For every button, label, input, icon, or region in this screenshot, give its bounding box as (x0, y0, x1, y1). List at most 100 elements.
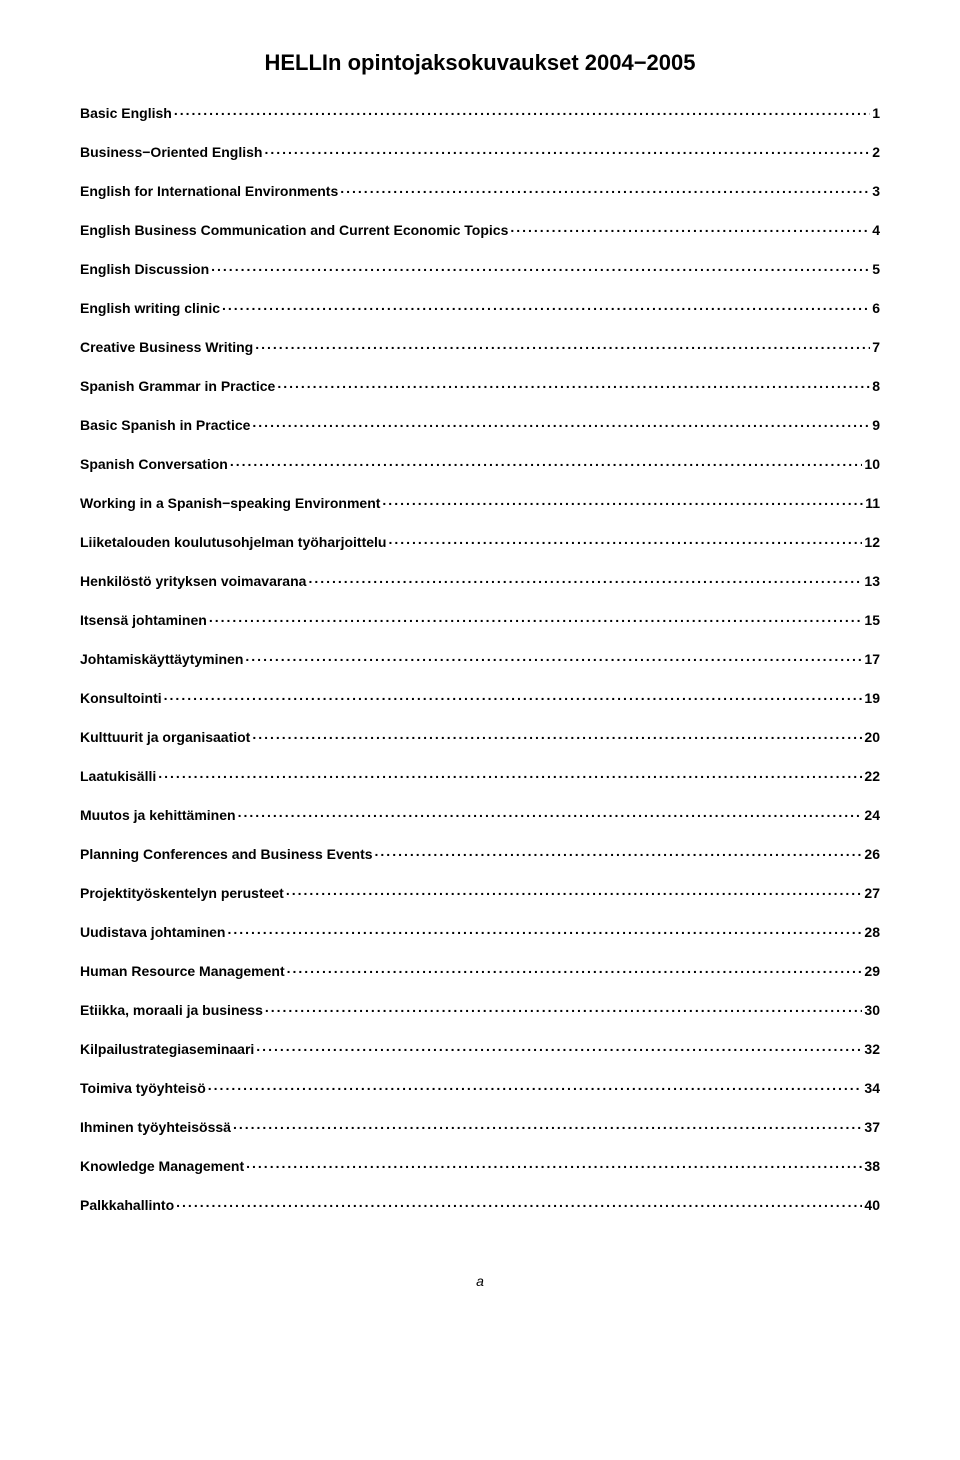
toc-entry-pagenum: 8 (872, 378, 880, 394)
toc-entry-label: Itsensä johtaminen (80, 612, 207, 628)
toc-entry-label: Liiketalouden koulutusohjelman työharjoi… (80, 534, 386, 550)
toc-entry-label: Konsultointi (80, 690, 162, 706)
toc-entry-pagenum: 15 (864, 612, 880, 628)
toc-entry[interactable]: Planning Conferences and Business Events… (80, 845, 880, 862)
toc-entry[interactable]: Henkilöstö yrityksen voimavarana 13 (80, 572, 880, 589)
toc-entry-label: Creative Business Writing (80, 339, 253, 355)
toc-entry-pagenum: 12 (864, 534, 880, 550)
toc-dots (388, 533, 862, 547)
toc-entry-label: Laatukisälli (80, 768, 156, 784)
toc-dots (222, 299, 870, 313)
toc-dots (211, 260, 870, 274)
toc-dots (238, 806, 863, 820)
toc-entry-label: English Business Communication and Curre… (80, 222, 508, 238)
toc-entry-label: Working in a Spanish−speaking Environmen… (80, 495, 380, 511)
toc-entry-pagenum: 11 (865, 495, 880, 511)
toc-entry-label: Knowledge Management (80, 1158, 244, 1174)
toc-dots (176, 1196, 862, 1210)
toc-entry-label: Planning Conferences and Business Events (80, 846, 373, 862)
toc-entry[interactable]: Creative Business Writing 7 (80, 338, 880, 355)
toc-entry[interactable]: Johtamiskäyttäytyminen 17 (80, 650, 880, 667)
toc-entry[interactable]: Spanish Conversation10 (80, 455, 880, 472)
toc-entry-label: Henkilöstö yrityksen voimavarana (80, 573, 306, 589)
toc-entry-pagenum: 30 (864, 1002, 880, 1018)
toc-dots (286, 884, 863, 898)
toc-entry-label: Human Resource Management (80, 963, 285, 979)
toc-entry[interactable]: Spanish Grammar in Practice 8 (80, 377, 880, 394)
toc-entry[interactable]: Basic English 1 (80, 104, 880, 121)
toc-entry-label: Johtamiskäyttäytyminen (80, 651, 243, 667)
toc-entry[interactable]: Itsensä johtaminen 15 (80, 611, 880, 628)
toc-entry-pagenum: 3 (872, 183, 880, 199)
toc-dots (264, 143, 870, 157)
toc-entry-label: English writing clinic (80, 300, 220, 316)
toc-entry-label: Palkkahallinto (80, 1197, 174, 1213)
toc-entry-label: Uudistava johtaminen (80, 924, 225, 940)
toc-entry-pagenum: 1 (872, 105, 880, 121)
toc-entry[interactable]: Business−Oriented English 2 (80, 143, 880, 160)
toc-entry-pagenum: 20 (864, 729, 880, 745)
toc-entry-pagenum: 29 (864, 963, 880, 979)
toc-dots (209, 611, 863, 625)
toc-dots (308, 572, 862, 586)
toc-entry[interactable]: Working in a Spanish−speaking Environmen… (80, 494, 880, 511)
toc-entry-pagenum: 28 (864, 924, 880, 940)
toc-entry-label: Spanish Grammar in Practice (80, 378, 275, 394)
toc-dots (375, 845, 863, 859)
toc-entry-label: Basic English (80, 105, 172, 121)
toc-entry-pagenum: 27 (864, 885, 880, 901)
toc-entry-label: Kilpailustrategiaseminaari (80, 1041, 254, 1057)
toc-entry[interactable]: Muutos ja kehittäminen24 (80, 806, 880, 823)
toc-dots (252, 416, 870, 430)
toc-entry[interactable]: English for International Environments 3 (80, 182, 880, 199)
toc-dots (256, 1040, 862, 1054)
toc-entry[interactable]: Basic Spanish in Practice9 (80, 416, 880, 433)
toc-entry-pagenum: 17 (864, 651, 880, 667)
toc-entry-label: Business−Oriented English (80, 144, 262, 160)
toc-dots (265, 1001, 863, 1015)
toc-entry-pagenum: 40 (864, 1197, 880, 1213)
toc-entry-label: Etiikka, moraali ja business (80, 1002, 263, 1018)
toc-dots (245, 650, 862, 664)
toc-entry-pagenum: 5 (872, 261, 880, 277)
toc-dots (255, 338, 870, 352)
page-title: HELLIn opintojaksokuvaukset 2004−2005 (80, 50, 880, 76)
toc-dots (158, 767, 862, 781)
toc-entry[interactable]: Uudistava johtaminen 28 (80, 923, 880, 940)
toc-entry[interactable]: English Discussion5 (80, 260, 880, 277)
toc-entry-pagenum: 32 (864, 1041, 880, 1057)
toc-dots (277, 377, 870, 391)
toc-entry-label: Ihminen työyhteisössä (80, 1119, 231, 1135)
toc-entry[interactable]: Palkkahallinto 40 (80, 1196, 880, 1213)
toc-entry[interactable]: Kilpailustrategiaseminaari 32 (80, 1040, 880, 1057)
toc-dots (230, 455, 863, 469)
toc-dots (174, 104, 870, 118)
toc-entry-label: English for International Environments (80, 183, 338, 199)
toc-entry-label: Toimiva työyhteisö (80, 1080, 206, 1096)
toc-entry[interactable]: Kulttuurit ja organisaatiot20 (80, 728, 880, 745)
toc-entry[interactable]: English writing clinic6 (80, 299, 880, 316)
toc-entry[interactable]: Laatukisälli22 (80, 767, 880, 784)
toc-entry[interactable]: Knowledge Management 38 (80, 1157, 880, 1174)
toc-dots (246, 1157, 862, 1171)
toc-entry[interactable]: Liiketalouden koulutusohjelman työharjoi… (80, 533, 880, 550)
toc-entry-label: Projektityöskentelyn perusteet (80, 885, 284, 901)
toc-entry-label: Spanish Conversation (80, 456, 228, 472)
toc-entry[interactable]: Projektityöskentelyn perusteet 27 (80, 884, 880, 901)
toc-dots (510, 221, 870, 235)
toc-entry-pagenum: 9 (872, 417, 880, 433)
toc-entry[interactable]: Etiikka, moraali ja business 30 (80, 1001, 880, 1018)
toc-entry[interactable]: Ihminen työyhteisössä 37 (80, 1118, 880, 1135)
toc-entry-pagenum: 2 (872, 144, 880, 160)
toc-entry[interactable]: Toimiva työyhteisö34 (80, 1079, 880, 1096)
toc-entry-pagenum: 37 (864, 1119, 880, 1135)
toc-entry-pagenum: 7 (872, 339, 880, 355)
toc-entry[interactable]: Human Resource Management 29 (80, 962, 880, 979)
page-container: HELLIn opintojaksokuvaukset 2004−2005 Ba… (0, 0, 960, 1329)
toc-entry[interactable]: Konsultointi19 (80, 689, 880, 706)
toc-entry-pagenum: 38 (864, 1158, 880, 1174)
toc-entry[interactable]: English Business Communication and Curre… (80, 221, 880, 238)
toc-entry-pagenum: 13 (864, 573, 880, 589)
toc-dots (233, 1118, 862, 1132)
toc-dots (252, 728, 862, 742)
